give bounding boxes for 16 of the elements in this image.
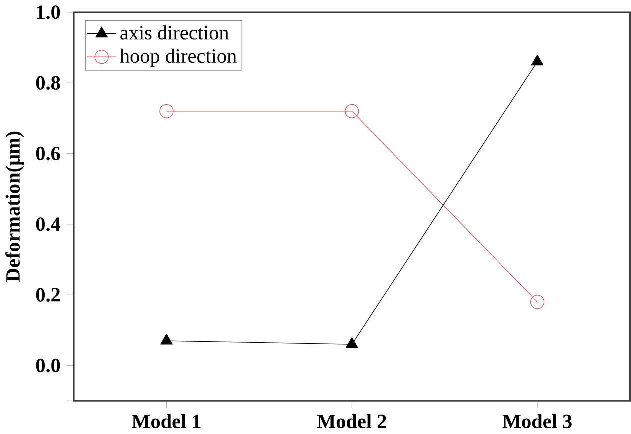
x-tick-label: Model 3 bbox=[502, 414, 572, 428]
y-tick-label: 0.6 bbox=[36, 146, 60, 161]
y-tick-label: 0.4 bbox=[36, 218, 61, 232]
point bbox=[160, 334, 173, 345]
point bbox=[346, 337, 358, 348]
y-axis-title: Deformation(μm) bbox=[6, 132, 24, 282]
x-tick-label: Model 1 bbox=[132, 414, 201, 428]
legend-label: hoop direction bbox=[120, 48, 237, 68]
text: 1.0 bbox=[37, 6, 60, 20]
x-tick-label: Model 2 bbox=[317, 414, 386, 428]
y-tick-label: 0.2 bbox=[36, 288, 60, 302]
y-tick-label: 0.8 bbox=[36, 76, 60, 90]
text: 0.0 bbox=[36, 358, 60, 373]
point bbox=[160, 104, 174, 118]
point bbox=[345, 104, 360, 118]
legend-label: axis direction bbox=[120, 26, 229, 40]
